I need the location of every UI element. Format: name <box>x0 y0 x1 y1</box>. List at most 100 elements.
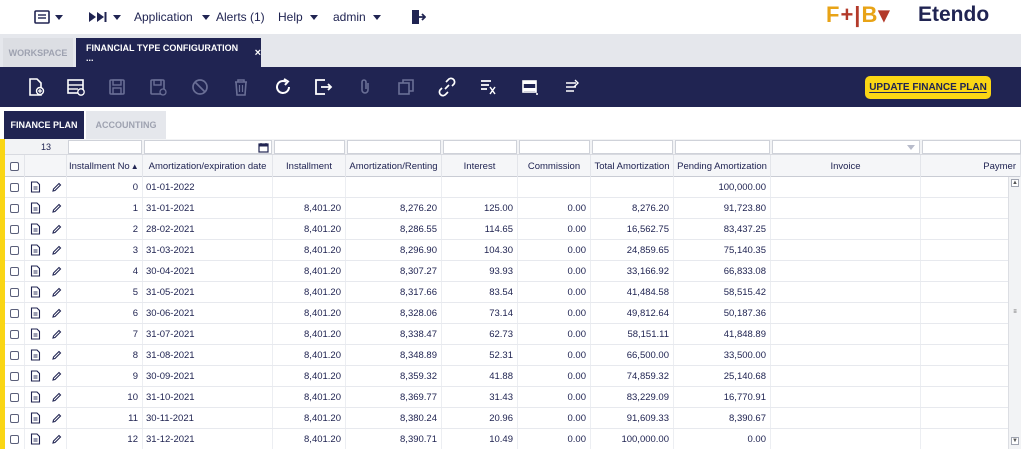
document-icon[interactable] <box>25 198 46 218</box>
document-icon[interactable] <box>25 261 46 281</box>
row-checkbox[interactable] <box>10 350 19 360</box>
table-row[interactable]: 7 31-07-2021 8,401.20 8,338.47 62.73 0.00 58,1… <box>5 324 1021 345</box>
scroll-handle-icon[interactable]: ≡ <box>1013 309 1017 315</box>
row-checkbox[interactable] <box>10 266 19 276</box>
col-invoice[interactable]: Invoice <box>771 155 921 177</box>
filter-total-amortization[interactable] <box>592 140 673 154</box>
col-date[interactable]: Amortization/expiration date <box>143 155 273 177</box>
document-icon[interactable] <box>25 408 46 428</box>
row-checkbox[interactable] <box>10 392 19 402</box>
edit-pencil-icon[interactable] <box>46 303 67 323</box>
edit-pencil-icon[interactable] <box>46 219 67 239</box>
table-row[interactable]: 6 30-06-2021 8,401.20 8,328.06 73.14 0.00 49,8… <box>5 303 1021 324</box>
document-icon[interactable] <box>25 366 46 386</box>
col-payment[interactable]: Paymer <box>921 155 1021 177</box>
select-all-checkbox[interactable] <box>10 161 19 171</box>
save-icon[interactable] <box>107 77 127 97</box>
clone-icon[interactable] <box>396 77 416 97</box>
col-total-amortization[interactable]: Total Amortization <box>591 155 674 177</box>
update-finance-plan-button[interactable]: UPDATE FINANCE PLAN <box>865 76 991 99</box>
export-icon[interactable] <box>313 77 333 97</box>
filter-commission[interactable] <box>519 140 590 154</box>
vertical-scrollbar[interactable]: ▲ ≡ ▼ <box>1008 177 1021 449</box>
document-icon[interactable] <box>25 303 46 323</box>
filter-installment[interactable] <box>274 140 345 154</box>
col-installment[interactable]: Installment <box>273 155 346 177</box>
edit-pencil-icon[interactable] <box>46 429 67 449</box>
filter-date[interactable] <box>144 140 272 154</box>
user-menu[interactable]: admin <box>333 8 381 26</box>
delete-icon[interactable] <box>231 77 251 97</box>
document-icon[interactable] <box>25 240 46 260</box>
table-row[interactable]: 9 30-09-2021 8,401.20 8,359.32 41.88 0.00 74,8… <box>5 366 1021 387</box>
edit-pencil-icon[interactable] <box>46 282 67 302</box>
document-icon[interactable] <box>25 429 46 449</box>
new-document-icon[interactable] <box>26 77 46 97</box>
row-checkbox[interactable] <box>10 308 19 318</box>
edit-pencil-icon[interactable] <box>46 408 67 428</box>
scroll-down-icon[interactable]: ▼ <box>1011 437 1019 445</box>
edit-pencil-icon[interactable] <box>46 261 67 281</box>
cancel-icon[interactable] <box>190 77 210 97</box>
document-icon[interactable] <box>25 387 46 407</box>
filter-invoice[interactable] <box>772 140 920 154</box>
row-checkbox[interactable] <box>10 434 19 444</box>
edit-pencil-icon[interactable] <box>46 366 67 386</box>
table-row[interactable]: 5 31-05-2021 8,401.20 8,317.66 83.54 0.00 41,4… <box>5 282 1021 303</box>
row-checkbox[interactable] <box>10 245 19 255</box>
link-icon[interactable] <box>437 77 457 97</box>
refresh-icon[interactable] <box>273 77 293 97</box>
new-row-icon[interactable] <box>66 77 86 97</box>
col-pending-amortization[interactable]: Pending Amortization <box>674 155 771 177</box>
tab-accounting[interactable]: ACCOUNTING <box>86 111 166 139</box>
row-checkbox[interactable] <box>10 287 19 297</box>
tab-workspace[interactable]: WORKSPACE <box>3 38 73 67</box>
document-icon[interactable] <box>25 282 46 302</box>
edit-pencil-icon[interactable] <box>46 198 67 218</box>
application-menu[interactable]: Application <box>134 8 210 26</box>
attachment-icon[interactable] <box>355 77 375 97</box>
tab-financial-type-configuration[interactable]: FINANCIAL TYPE CONFIGURATION ... × <box>76 38 261 67</box>
row-checkbox[interactable] <box>10 413 19 423</box>
table-row[interactable]: 4 30-04-2021 8,401.20 8,307.27 93.93 0.00 33,1… <box>5 261 1021 282</box>
row-checkbox[interactable] <box>10 203 19 213</box>
grid-config-icon[interactable] <box>478 77 498 97</box>
table-row[interactable]: 2 28-02-2021 8,401.20 8,286.55 114.65 0.00 16,… <box>5 219 1021 240</box>
row-checkbox[interactable] <box>10 224 19 234</box>
table-row[interactable]: 3 31-03-2021 8,401.20 8,296.90 104.30 0.00 24,… <box>5 240 1021 261</box>
edit-pencil-icon[interactable] <box>46 345 67 365</box>
table-row[interactable]: 0 01-01-2022 100,000.00 <box>5 177 1021 198</box>
form-view-icon[interactable] <box>520 77 540 97</box>
table-row[interactable]: 1 31-01-2021 8,401.20 8,276.20 125.00 0.00 8,2… <box>5 198 1021 219</box>
col-interest[interactable]: Interest <box>442 155 518 177</box>
edit-pencil-icon[interactable] <box>46 387 67 407</box>
row-checkbox[interactable] <box>10 329 19 339</box>
document-icon[interactable] <box>25 324 46 344</box>
col-amortization[interactable]: Amortization/Renting <box>346 155 442 177</box>
close-icon[interactable]: × <box>254 46 261 59</box>
filter-amortization[interactable] <box>347 140 441 154</box>
filter-payment[interactable] <box>922 140 1021 154</box>
row-checkbox[interactable] <box>10 182 19 192</box>
filter-interest[interactable] <box>443 140 517 154</box>
filter-pending-amortization[interactable] <box>675 140 770 154</box>
logout-button[interactable] <box>410 8 426 26</box>
table-row[interactable]: 8 31-08-2021 8,401.20 8,348.89 52.31 0.00 66,5… <box>5 345 1021 366</box>
col-installment-no[interactable]: Installment No ▲ <box>67 155 143 177</box>
quick-launch-menu[interactable] <box>34 8 63 26</box>
document-icon[interactable] <box>25 219 46 239</box>
table-row[interactable]: 10 31-10-2021 8,401.20 8,369.77 31.43 0.00 83,… <box>5 387 1021 408</box>
document-icon[interactable] <box>25 177 46 197</box>
edit-pencil-icon[interactable] <box>46 177 67 197</box>
workflow-menu[interactable] <box>88 8 121 26</box>
calendar-icon[interactable] <box>258 142 269 153</box>
print-icon[interactable] <box>561 77 581 97</box>
col-commission[interactable]: Commission <box>518 155 591 177</box>
alerts-link[interactable]: Alerts (1) <box>216 8 265 26</box>
filter-installment-no[interactable] <box>68 140 142 154</box>
row-checkbox[interactable] <box>10 371 19 381</box>
save-close-icon[interactable] <box>148 77 168 97</box>
edit-pencil-icon[interactable] <box>46 324 67 344</box>
edit-pencil-icon[interactable] <box>46 240 67 260</box>
table-row[interactable]: 11 30-11-2021 8,401.20 8,380.24 20.96 0.00 91,… <box>5 408 1021 429</box>
